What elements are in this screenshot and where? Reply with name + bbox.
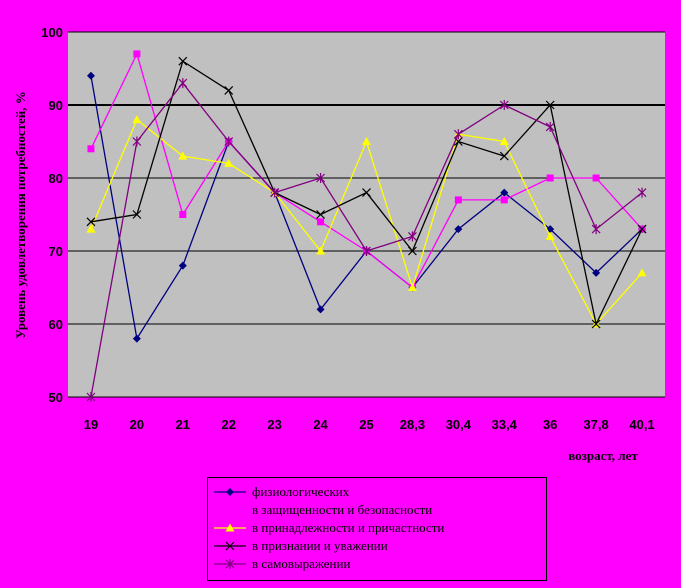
y-tick-label: 70: [49, 244, 63, 259]
legend: физиологических в защищенности и безопасн…: [207, 477, 547, 581]
legend-marker: [225, 559, 235, 569]
y-axis-ticks: 50 60 70 80 90 100: [41, 25, 63, 405]
x-tick-label: 33,4: [492, 417, 518, 432]
data-point: [132, 115, 142, 124]
data-point: [500, 196, 508, 204]
data-point: [86, 71, 95, 80]
data-point: [316, 305, 325, 314]
data-point: [591, 224, 601, 235]
data-point: [407, 246, 417, 256]
legend-swatch: [214, 506, 246, 514]
data-point: [178, 151, 188, 160]
data-point: [86, 217, 96, 227]
data-point: [133, 50, 141, 58]
legend-item: в принадлежности и причастности: [212, 520, 542, 537]
legend-marker: [225, 523, 235, 532]
x-tick-label: 19: [84, 417, 98, 432]
data-point: [270, 187, 280, 198]
legend-label: в признании и уважении: [252, 538, 388, 553]
x-tick-label: 24: [313, 417, 328, 432]
data-point: [316, 173, 326, 183]
legend-swatch: [214, 523, 246, 532]
data-point: [592, 174, 600, 182]
data-point: [545, 100, 555, 110]
data-point: [362, 246, 371, 256]
data-point: [224, 85, 234, 95]
data-point: [179, 211, 187, 218]
legend-item: в защищенности и безопасности: [212, 502, 542, 519]
data-point: [499, 151, 509, 161]
x-axis-title: возраст, лет: [568, 448, 638, 463]
data-point: [132, 210, 142, 219]
x-tick-label: 20: [130, 417, 144, 432]
legend-marker: [226, 488, 234, 496]
data-point: [545, 231, 555, 240]
data-point: [453, 129, 463, 140]
data-point: [637, 224, 647, 234]
data-point: [499, 100, 509, 110]
data-point: [316, 210, 326, 219]
x-axis-ticks: 19 20 21 22 23 24 25 28,3 30,4 33,4 36 37,8 40,1: [84, 417, 655, 432]
data-point: [317, 218, 325, 226]
y-tick-label: 60: [49, 317, 63, 332]
data-point: [316, 246, 326, 255]
legend-item: физиологических: [212, 484, 542, 501]
x-tick-label: 23: [267, 417, 281, 432]
x-tick-label: 22: [221, 417, 235, 432]
data-point: [178, 78, 188, 89]
y-axis-title: Уровень удовлетворения потребностей, %: [13, 91, 28, 338]
legend-item: в признании и уважении: [212, 538, 542, 555]
data-point: [86, 224, 96, 233]
data-point: [178, 56, 188, 66]
x-tick-label: 30,4: [446, 417, 472, 432]
legend-label: в принадлежности и причастности: [252, 520, 445, 535]
data-point: [407, 283, 417, 291]
legend-swatch: [214, 488, 246, 496]
data-point: [362, 137, 371, 145]
legend-swatch: [214, 541, 246, 551]
data-point: [500, 188, 509, 197]
x-tick-label: 36: [543, 417, 557, 432]
x-tick-label: 25: [359, 417, 373, 432]
y-tick-label: 50: [49, 390, 63, 405]
data-point: [592, 268, 601, 277]
data-point: [454, 225, 463, 234]
legend-item: в самовыражении: [212, 556, 542, 573]
legend-marker: [226, 506, 234, 514]
x-tick-label: 28,3: [400, 417, 425, 432]
x-tick-label: 21: [176, 417, 190, 432]
data-point: [132, 136, 142, 147]
data-point: [86, 392, 96, 402]
data-point: [546, 174, 554, 182]
series-lines: [86, 50, 647, 402]
legend-swatch: [214, 559, 246, 569]
data-point: [407, 231, 417, 242]
y-tick-label: 90: [49, 98, 63, 113]
plot-area: [68, 32, 665, 397]
legend-label: в самовыражении: [252, 556, 351, 571]
data-point: [224, 136, 234, 147]
data-point: [132, 334, 141, 343]
data-point: [178, 261, 187, 270]
legend-label: физиологических: [252, 484, 350, 499]
data-point: [637, 187, 647, 198]
series-4: [86, 78, 647, 402]
legend-marker: [225, 541, 235, 551]
y-tick-label: 100: [41, 25, 63, 40]
data-point: [454, 196, 462, 204]
data-point: [637, 268, 647, 277]
x-tick-label: 37,8: [583, 417, 608, 432]
data-point: [545, 121, 555, 132]
data-point: [87, 145, 95, 153]
data-point: [591, 319, 601, 329]
legend-label: в защищенности и безопасности: [252, 502, 433, 517]
data-point: [362, 188, 371, 198]
data-point: [224, 158, 234, 167]
x-tick-label: 40,1: [629, 417, 654, 432]
data-point: [499, 137, 509, 145]
y-tick-label: 80: [49, 171, 63, 186]
